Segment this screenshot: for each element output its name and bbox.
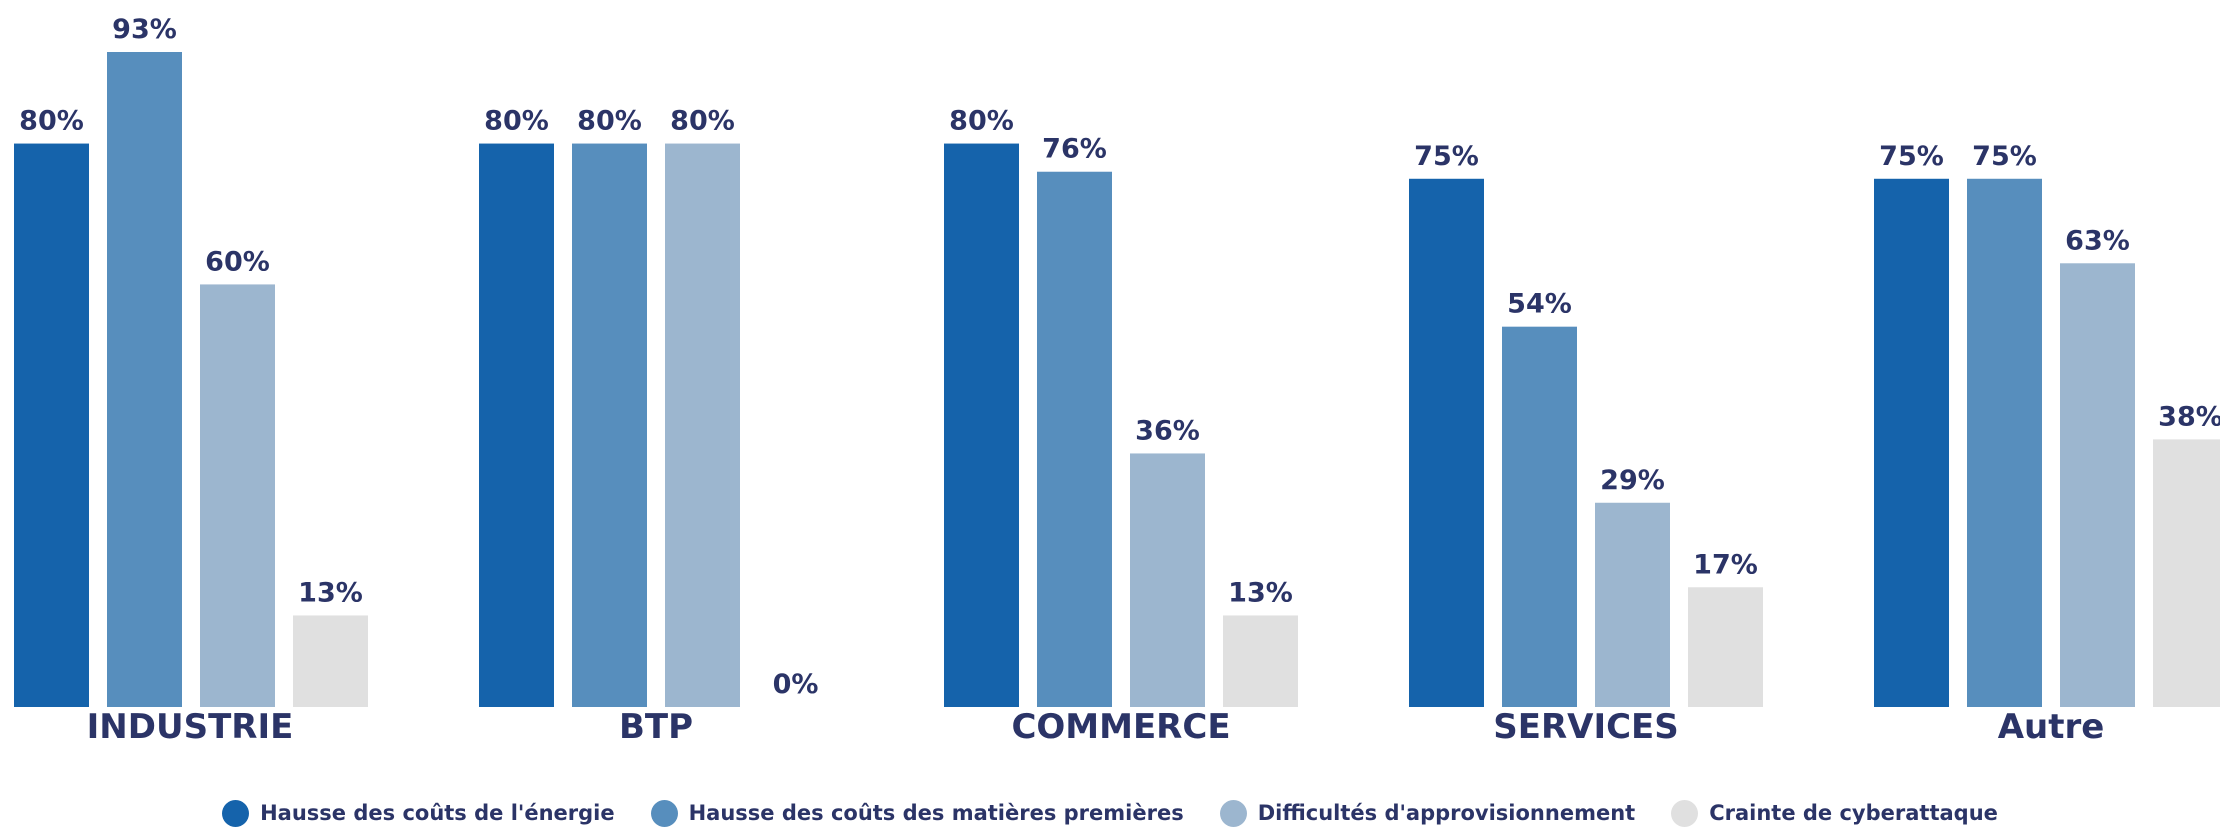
bar-btp-hausse-des-couts-de-l-energie: [479, 143, 554, 707]
legend-item-cyberattaque: Crainte de cyberattaque: [1671, 799, 1998, 827]
data-label-btp-difficultes-d-approvisionnement: 80%: [670, 106, 735, 137]
data-label-commerce-difficultes-d-approvisionnement: 36%: [1135, 415, 1200, 446]
bar-autre-difficultes-d-approvisionnement: [2060, 263, 2135, 707]
data-label-services-crainte-de-cyberattaque: 17%: [1693, 549, 1758, 580]
bar-group-btp: 80% 80% 80% 0% BTP: [479, 106, 818, 747]
legend-label-cyberattaque: Crainte de cyberattaque: [1709, 801, 1998, 825]
bar-industrie-crainte-de-cyberattaque: [293, 615, 368, 707]
bar-group-commerce: 80% 76% 36% 13% COMMERCE: [944, 106, 1298, 747]
data-label-commerce-hausse-des-couts-de-l-energie: 80%: [949, 106, 1014, 137]
bar-commerce-hausse-des-couts-des-matieres-premieres: [1037, 171, 1112, 707]
bar-services-difficultes-d-approvisionnement: [1595, 502, 1670, 707]
data-label-autre-hausse-des-couts-de-l-energie: 75%: [1879, 141, 1944, 172]
data-label-industrie-hausse-des-couts-de-l-energie: 80%: [19, 106, 84, 137]
legend-swatch-cyberattaque: [1671, 799, 1699, 827]
bar-autre-crainte-de-cyberattaque: [2153, 439, 2220, 707]
data-label-industrie-difficultes-d-approvisionnement: 60%: [205, 246, 270, 277]
data-label-industrie-hausse-des-couts-des-matieres-premieres: 93%: [112, 14, 177, 45]
data-label-industrie-crainte-de-cyberattaque: 13%: [298, 577, 363, 608]
data-label-services-hausse-des-couts-de-l-energie: 75%: [1414, 141, 1479, 172]
bar-industrie-difficultes-d-approvisionnement: [200, 284, 275, 707]
bar-group-services: 75% 54% 29% 17% SERVICES: [1409, 141, 1763, 747]
legend-swatch-approvisionnement: [1219, 799, 1247, 827]
bar-autre-hausse-des-couts-des-matieres-premieres: [1967, 178, 2042, 708]
legend-label-approvisionnement: Difficultés d'approvisionnement: [1257, 801, 1636, 825]
data-label-btp-crainte-de-cyberattaque: 0%: [773, 669, 819, 700]
data-label-services-difficultes-d-approvisionnement: 29%: [1600, 465, 1665, 496]
data-label-autre-crainte-de-cyberattaque: 38%: [2158, 401, 2220, 432]
bar-autre-hausse-des-couts-de-l-energie: [1874, 178, 1949, 708]
data-label-autre-difficultes-d-approvisionnement: 63%: [2065, 225, 2130, 256]
bar-group-autre: 75% 75% 63% 38% Autre: [1874, 141, 2220, 747]
legend-swatch-matieres-premieres: [650, 799, 678, 827]
bar-btp-hausse-des-couts-des-matieres-premieres: [572, 143, 647, 707]
bar-btp-difficultes-d-approvisionnement: [665, 143, 740, 707]
bar-group-industrie: 80% 93% 60% 13% INDUSTRIE: [14, 14, 368, 747]
bar-commerce-hausse-des-couts-de-l-energie: [944, 143, 1019, 707]
category-label-commerce: COMMERCE: [1011, 707, 1230, 747]
category-label-services: SERVICES: [1493, 707, 1679, 747]
chart-legend: Hausse des coûts de l'énergie Hausse des…: [0, 798, 2220, 828]
category-label-industrie: INDUSTRIE: [87, 707, 294, 747]
bar-services-hausse-des-couts-de-l-energie: [1409, 178, 1484, 708]
bar-commerce-difficultes-d-approvisionnement: [1130, 453, 1205, 707]
category-label-autre: Autre: [1998, 707, 2105, 747]
data-label-btp-hausse-des-couts-de-l-energie: 80%: [484, 106, 549, 137]
bar-commerce-crainte-de-cyberattaque: [1223, 615, 1298, 707]
bar-services-hausse-des-couts-des-matieres-premieres: [1502, 326, 1577, 707]
data-label-commerce-crainte-de-cyberattaque: 13%: [1228, 577, 1293, 608]
legend-item-approvisionnement: Difficultés d'approvisionnement: [1219, 799, 1636, 827]
legend-label-matieres-premieres: Hausse des coûts des matières premières: [688, 801, 1184, 825]
data-label-commerce-hausse-des-couts-des-matieres-premieres: 76%: [1042, 134, 1107, 165]
data-label-services-hausse-des-couts-des-matieres-premieres: 54%: [1507, 289, 1572, 320]
data-label-btp-hausse-des-couts-des-matieres-premieres: 80%: [577, 106, 642, 137]
bar-services-crainte-de-cyberattaque: [1688, 587, 1763, 707]
legend-item-energie: Hausse des coûts de l'énergie: [222, 799, 615, 827]
bar-industrie-hausse-des-couts-des-matieres-premieres: [107, 52, 182, 707]
legend-label-energie: Hausse des coûts de l'énergie: [260, 801, 615, 825]
legend-swatch-energie: [222, 799, 250, 827]
bar-industrie-hausse-des-couts-de-l-energie: [14, 143, 89, 707]
legend-item-matieres-premieres: Hausse des coûts des matières premières: [650, 799, 1184, 827]
category-label-btp: BTP: [619, 707, 693, 747]
data-label-autre-hausse-des-couts-des-matieres-premieres: 75%: [1972, 141, 2037, 172]
